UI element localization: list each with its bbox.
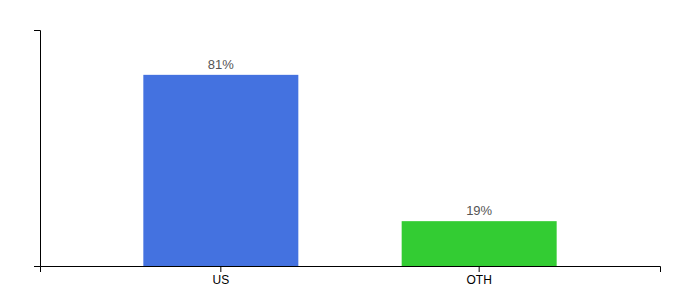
- bars: [143, 75, 556, 266]
- tick-label: US: [212, 273, 229, 287]
- axis-line: [34, 31, 41, 267]
- bar: [143, 75, 298, 266]
- plot: US OTH 81% 19%: [34, 31, 661, 287]
- tick-mark: [220, 266, 221, 272]
- tick: US: [212, 266, 229, 287]
- y-axis: [34, 31, 41, 267]
- x-axis: US OTH: [41, 266, 661, 287]
- axis-line: [41, 267, 661, 273]
- tick-label: OTH: [466, 273, 491, 287]
- tick: OTH: [466, 266, 491, 287]
- data-label: 19%: [466, 203, 492, 218]
- chart: US OTH 81% 19%: [0, 0, 680, 300]
- bar: [402, 221, 557, 266]
- data-labels: 81% 19%: [208, 57, 493, 218]
- data-label: 81%: [208, 57, 234, 72]
- tick-mark: [479, 266, 480, 272]
